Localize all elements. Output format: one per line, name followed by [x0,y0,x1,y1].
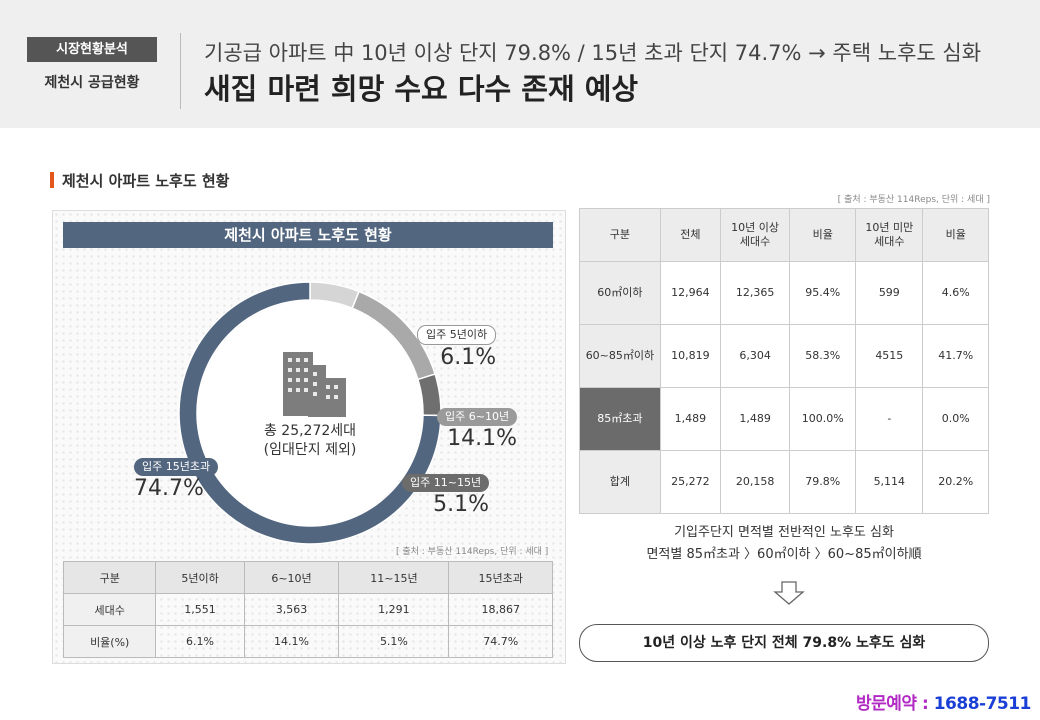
table-header-cell: 비율 [789,208,857,262]
note-line-2: 면적별 85㎡초과 〉60㎡이하 〉60~85㎡이하順 [646,547,922,562]
section-title: 제천시 아파트 노후도 현황 [50,170,229,191]
market-badge: 시장현황분석 [27,37,157,62]
table-cell: 3,563 [243,593,340,626]
down-arrow-icon [773,581,805,605]
table-row: 60㎡이하 12,964 12,365 95.4% 599 4.6% [579,261,989,325]
table-row: 85㎡초과 1,489 1,489 100.0% - 0.0% [579,387,989,451]
table-header-row: 구분 5년이하 6~10년 11~15년 15년초과 [62,561,553,594]
note-line-1: 기입주단지 면적별 전반적인 노후도 심화 [674,525,894,540]
donut-slice-3 [178,281,442,545]
table-cell: 5,114 [855,450,924,514]
row-header: 합계 [579,450,661,514]
table-row: 60~85㎡이하 10,819 6,304 58.3% 4515 41.7% [579,324,989,388]
source-note-panel: [ 출처 : 부동산 114Reps, 단위 : 세대 ] [396,547,549,557]
table-cell: 14.1% [243,625,340,658]
header-line: 10년 미만 [865,221,914,234]
row-header: 60㎡이하 [579,261,661,325]
conclusion-box: 10년 이상 노후 단지 전체 79.8% 노후도 심화 [579,624,989,662]
slice-value-1: 14.1% [447,426,518,451]
table-cell: 1,291 [338,593,450,626]
header-line: 10년 이상 [731,221,779,234]
slice-name-0: 입주 5년이하 [417,325,497,345]
table-cell: 599 [855,261,924,325]
slice-label-0: 입주 5년이하 6.1% [417,323,497,370]
section-title-text: 제천시 아파트 노후도 현황 [62,172,230,190]
analysis-note: 기입주단지 면적별 전반적인 노후도 심화 면적별 85㎡초과 〉60㎡이하 〉… [579,522,989,566]
rental-excluded-note: (임대단지 제외) [263,442,357,458]
slice-label-2: 입주 11~15년 5.1% [402,471,490,517]
slice-name-2: 입주 11~15년 [402,474,490,492]
table-row: 비율(%) 6.1% 14.1% 5.1% 74.7% [62,625,553,658]
table-header-cell: 10년 이상 세대수 [719,208,791,262]
summary-table: 구분 5년이하 6~10년 11~15년 15년초과 세대수 1,551 3,5… [62,561,553,658]
table-cell: 6.1% [155,625,245,658]
header-line: 세대수 [874,235,905,248]
badge-subtitle: 제천시 공급현황 [44,75,140,91]
slice-label-3: 입주 15년초과 74.7% [134,455,219,501]
visit-reservation[interactable]: 방문예약 : 1688-7511 [856,689,1031,714]
area-table: 구분 전체 10년 이상 세대수 비율 10년 미만 세대수 비율 60㎡이하 12… [579,208,989,514]
header-divider [180,33,181,109]
visit-label: 방문예약 : [856,694,934,714]
table-header-cell: 비율 [922,208,989,262]
table-header-cell: 전체 [659,208,721,262]
table-cell: 74.7% [448,625,553,658]
slice-name-3: 입주 15년초과 [134,458,219,476]
row-header-highlight: 85㎡초과 [579,387,661,451]
table-header-cell: 구분 [579,208,661,262]
table-cell: 95.4% [789,261,857,325]
table-cell: 18,867 [448,593,553,626]
table-cell: 20,158 [719,450,791,514]
table-cell: 20.2% [922,450,989,514]
table-cell: 4515 [855,324,924,388]
row-header: 60~85㎡이하 [579,324,661,388]
header-band [0,0,1040,128]
table-cell: 1,489 [719,387,791,451]
slice-value-2: 5.1% [433,492,490,517]
table-cell: 1,551 [155,593,245,626]
section-marker [50,172,54,188]
table-row: 합계 25,272 20,158 79.8% 5,114 20.2% [579,450,989,514]
donut-center-label: 총 25,272세대 (임대단지 제외) [235,422,385,460]
slice-label-1: 입주 6~10년 14.1% [437,405,518,451]
total-households: 총 25,272세대 [263,423,357,439]
table-cell: - [855,387,924,451]
slice-value-3: 74.7% [134,476,204,501]
table-row: 세대수 1,551 3,563 1,291 18,867 [62,593,553,626]
table-header-cell: 구분 [62,561,157,594]
source-note-top: [ 출처 : 부동산 114Reps, 단위 : 세대 ] [837,195,990,205]
building-icon [283,352,346,417]
table-header-row: 구분 전체 10년 이상 세대수 비율 10년 미만 세대수 비율 [579,208,989,262]
table-cell: 6,304 [719,324,791,388]
table-cell: 100.0% [789,387,857,451]
table-cell: 4.6% [922,261,989,325]
table-cell: 12,964 [659,261,721,325]
table-cell: 58.3% [789,324,857,388]
table-cell: 25,272 [659,450,721,514]
table-header-cell: 10년 미만 세대수 [855,208,924,262]
visit-phone[interactable]: 1688-7511 [933,694,1032,714]
table-header-cell: 5년이하 [155,561,245,594]
table-cell: 41.7% [922,324,989,388]
table-cell: 10,819 [659,324,721,388]
header-subtitle: 새집 마련 희망 수요 다수 존재 예상 [204,72,639,106]
table-cell: 12,365 [719,261,791,325]
slice-value-0: 6.1% [440,345,497,370]
table-header-cell: 6~10년 [243,561,340,594]
table-cell: 5.1% [338,625,450,658]
table-header-cell: 11~15년 [338,561,450,594]
table-cell: 0.0% [922,387,989,451]
header-title: 기공급 아파트 中 10년 이상 단지 79.8% / 15년 초과 단지 74… [204,41,982,65]
header-line: 세대수 [739,235,771,248]
slice-name-1: 입주 6~10년 [437,408,518,426]
table-header-cell: 15년초과 [448,561,553,594]
chart-panel-title: 제천시 아파트 노후도 현황 [63,222,553,248]
table-cell: 1,489 [659,387,721,451]
table-cell: 비율(%) [62,625,157,658]
table-cell: 세대수 [62,593,157,626]
table-cell: 79.8% [789,450,857,514]
